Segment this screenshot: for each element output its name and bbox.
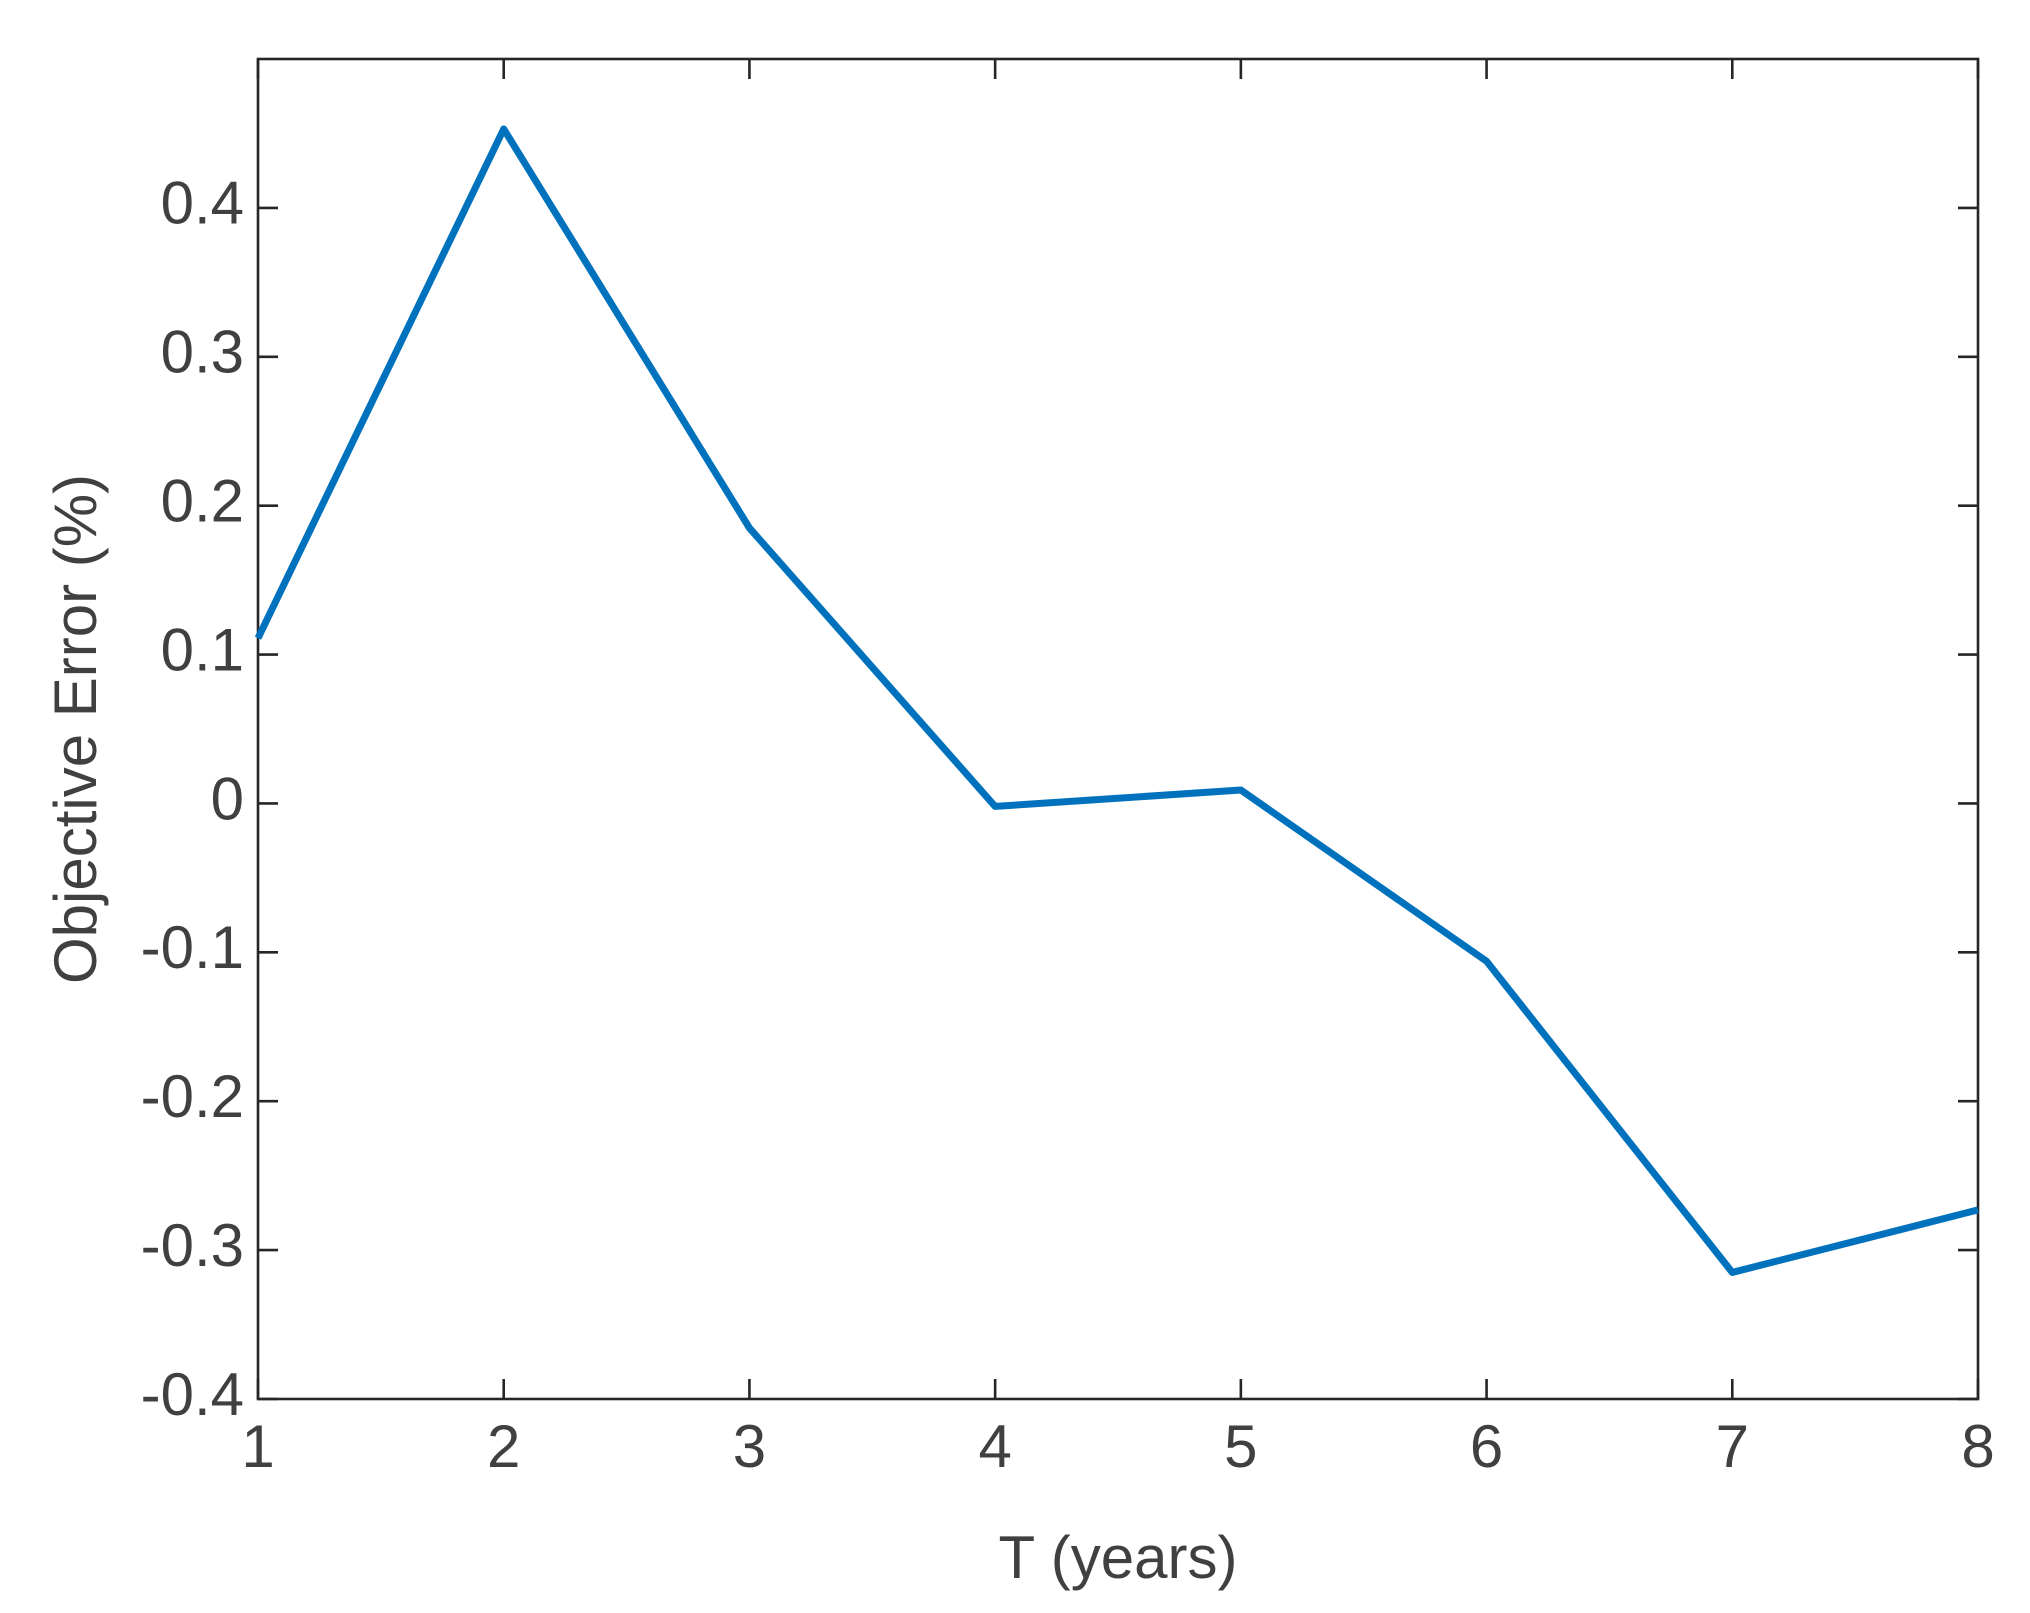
x-tick-label: 6 xyxy=(1470,1413,1503,1480)
y-tick-label: 0 xyxy=(211,765,244,832)
x-tick-label: 1 xyxy=(241,1413,274,1480)
y-tick-label: -0.3 xyxy=(141,1212,244,1279)
data-line xyxy=(254,125,1979,1276)
x-tick-label: 2 xyxy=(487,1413,520,1480)
y-tick-label: 0.1 xyxy=(161,616,244,683)
y-tick-label: 0.2 xyxy=(161,468,244,535)
x-tick-label: 5 xyxy=(1224,1413,1257,1480)
y-tick-label: -0.1 xyxy=(141,914,244,981)
y-axis-label: Objective Error (%) xyxy=(42,474,109,984)
y-tick-label: -0.2 xyxy=(141,1063,244,1130)
x-tick-label: 4 xyxy=(978,1413,1011,1480)
y-tick-label: -0.4 xyxy=(141,1361,244,1428)
plot-frame xyxy=(256,57,1980,1401)
y-tick-label: 0.3 xyxy=(161,319,244,386)
x-axis-label: T (years) xyxy=(999,1524,1238,1591)
y-tick-label: 0.4 xyxy=(161,170,244,237)
x-tick-label: 7 xyxy=(1716,1413,1749,1480)
x-tick-label: 3 xyxy=(733,1413,766,1480)
x-tick-label: 8 xyxy=(1961,1413,1994,1480)
